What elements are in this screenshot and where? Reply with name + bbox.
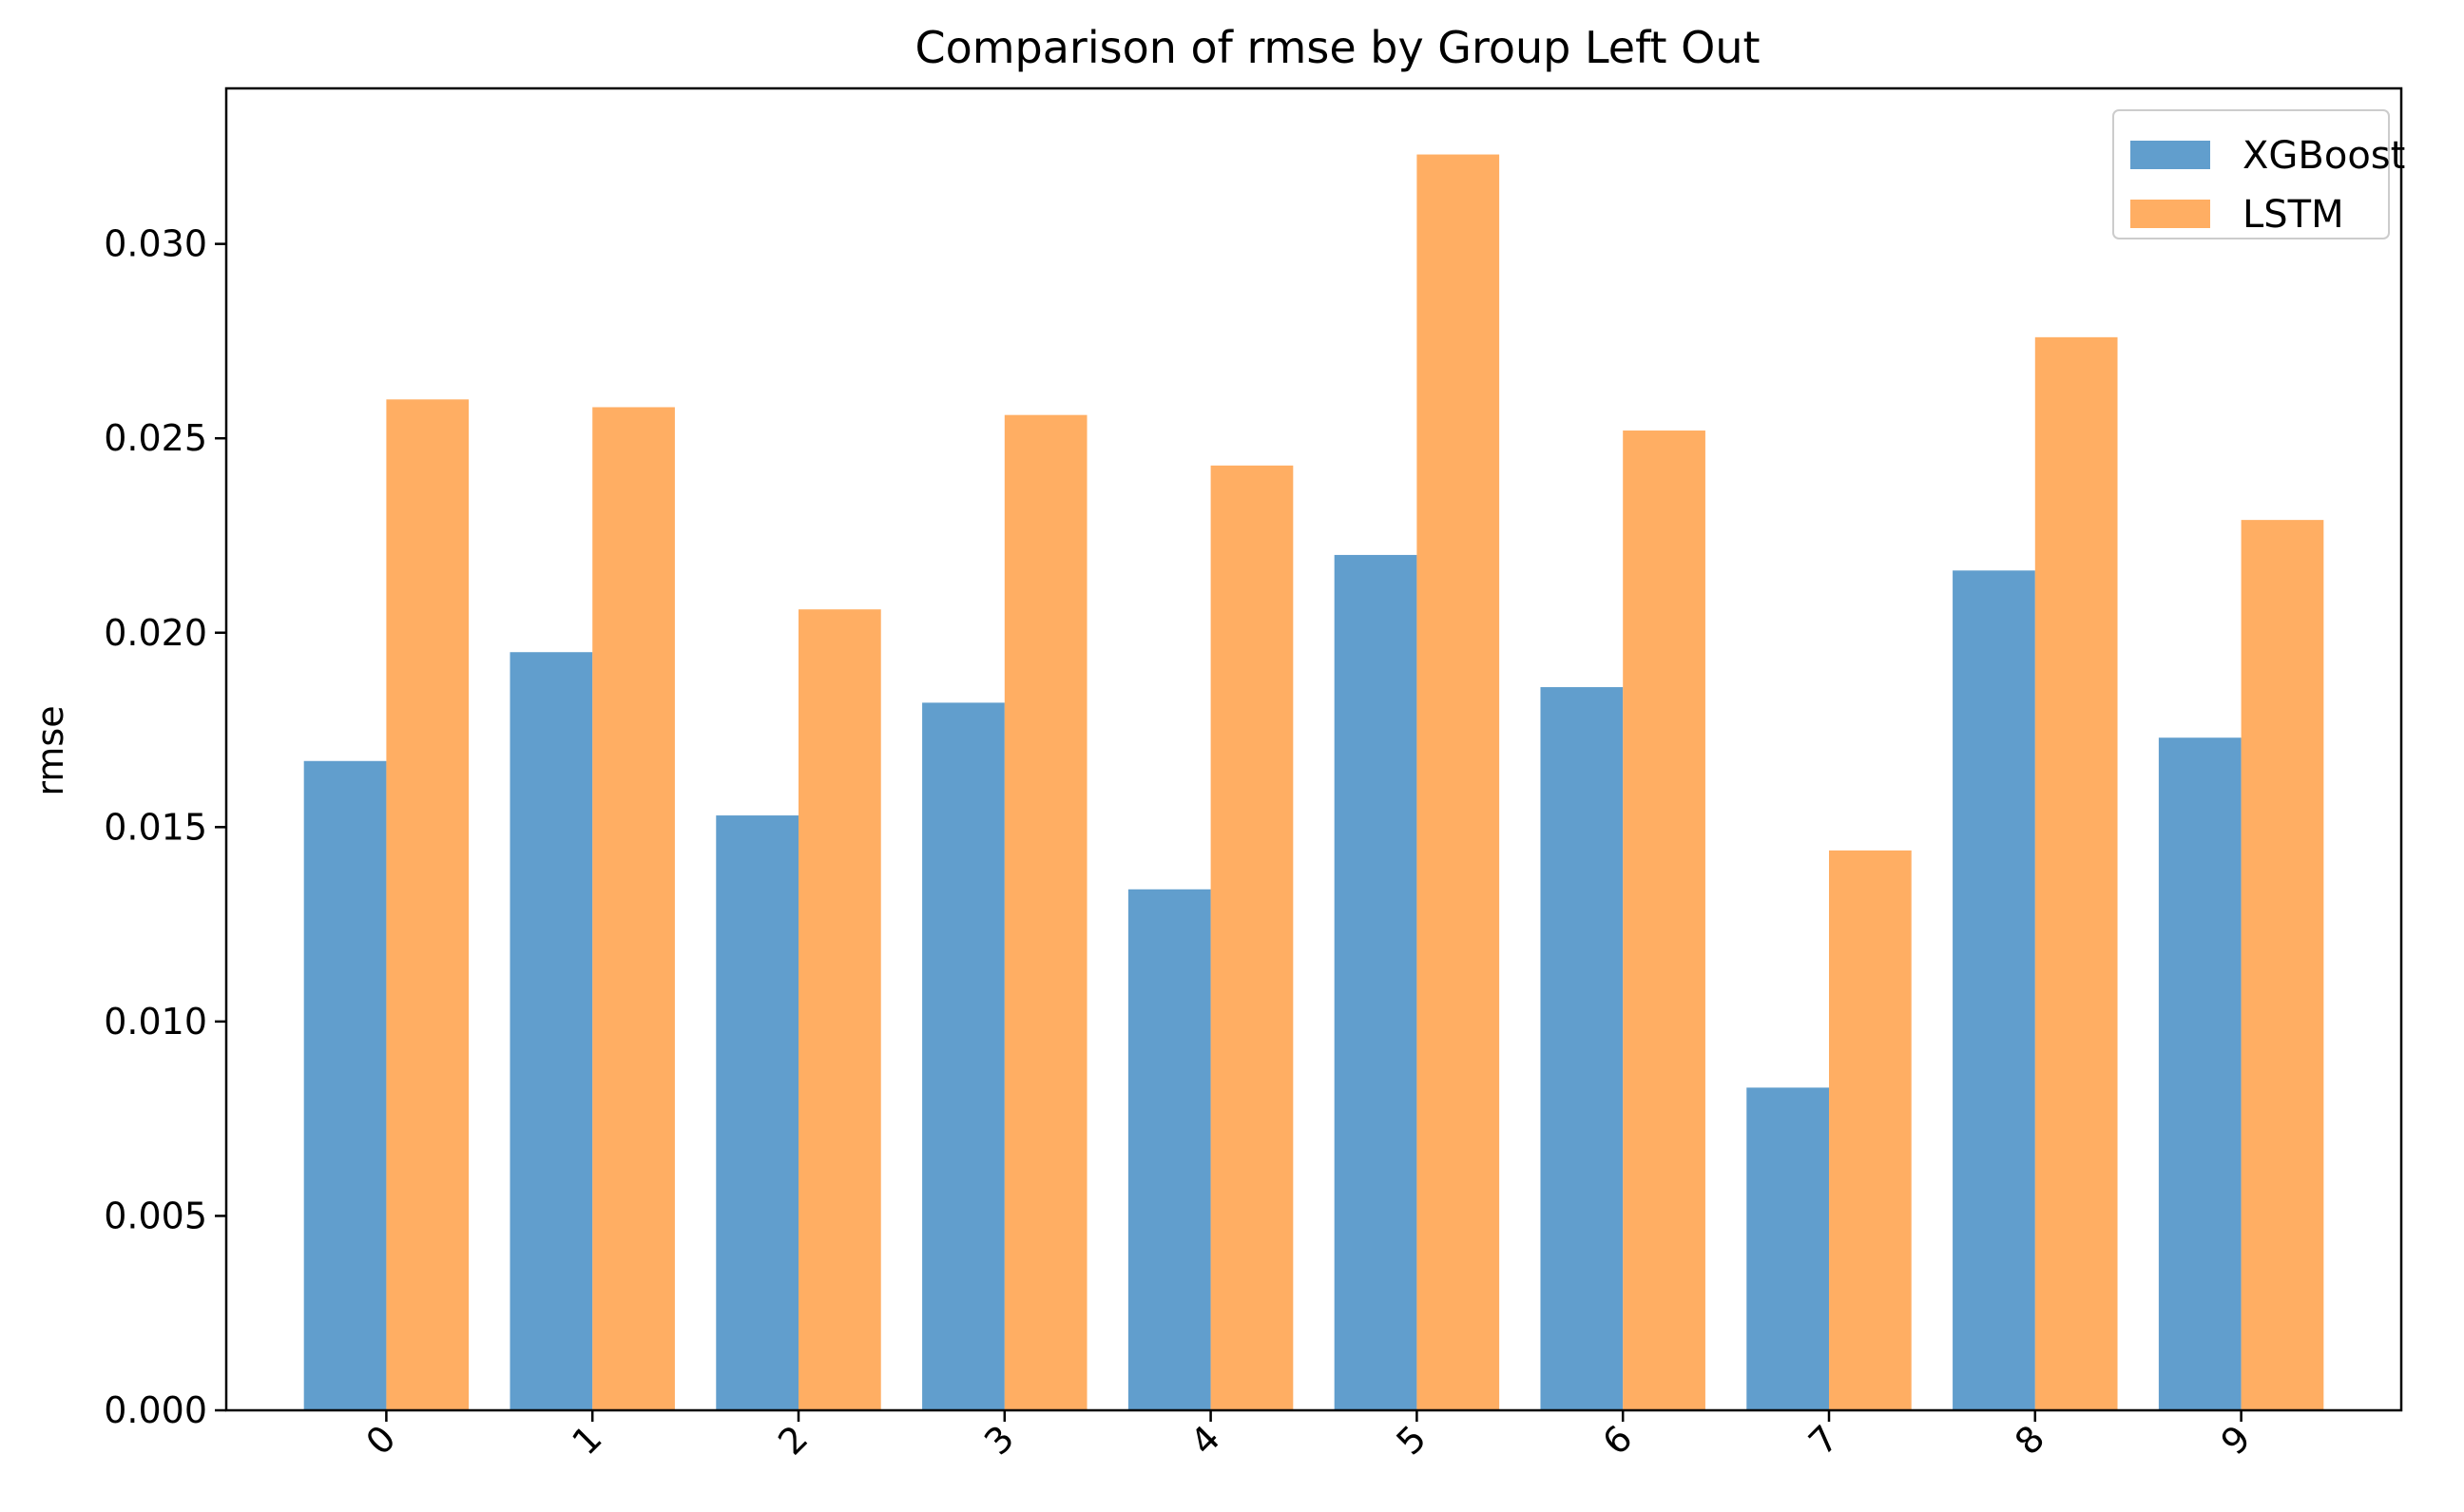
bar-xgboost-0	[303, 760, 387, 1410]
bar-lstm-8	[2034, 336, 2118, 1410]
legend: XGBoost LSTM	[2112, 109, 2405, 239]
y-tick-label: 0.005	[104, 1195, 207, 1236]
bar-xgboost-5	[1334, 554, 1417, 1410]
bar-lstm-4	[1210, 465, 1294, 1410]
bar-xgboost-2	[716, 815, 799, 1410]
bar-lstm-2	[799, 609, 881, 1410]
plot-frame	[224, 86, 2403, 1412]
legend-label-lstm: LSTM	[2243, 193, 2344, 237]
legend-swatch-lstm	[2130, 200, 2210, 228]
bar-xgboost-8	[1953, 570, 2035, 1410]
bar-lstm-0	[386, 399, 470, 1410]
y-tick-label: 0.020	[104, 612, 207, 654]
y-tick-label: 0.025	[104, 417, 207, 459]
y-tick-label: 0.015	[104, 806, 207, 848]
bar-lstm-7	[1829, 850, 1912, 1410]
bar-lstm-3	[1004, 414, 1088, 1410]
bar-lstm-5	[1416, 154, 1500, 1410]
bar-lstm-6	[1623, 431, 1705, 1410]
bars-layer	[303, 154, 2324, 1411]
y-axis: 0.000 0.005 0.010 0.015 0.020 0.025 0.030	[104, 223, 226, 1431]
bar-xgboost-1	[510, 652, 593, 1410]
legend-label-xgboost: XGBoost	[2243, 134, 2405, 178]
legend-swatch-xgboost	[2130, 141, 2210, 169]
y-tick-label: 0.030	[104, 223, 207, 265]
bar-lstm-9	[2241, 520, 2324, 1410]
bar-xgboost-4	[1127, 889, 1211, 1410]
y-axis-label: rmse	[29, 705, 71, 795]
y-tick-label: 0.000	[104, 1389, 207, 1431]
bar-xgboost-9	[2158, 737, 2242, 1410]
bar-xgboost-7	[1746, 1087, 1829, 1410]
chart-title: Comparison of rmse by Group Left Out	[914, 22, 1760, 73]
bar-xgboost-3	[922, 702, 1005, 1410]
y-tick-label: 0.010	[104, 1001, 207, 1043]
bar-xgboost-6	[1540, 687, 1624, 1410]
bar-lstm-1	[592, 407, 675, 1411]
